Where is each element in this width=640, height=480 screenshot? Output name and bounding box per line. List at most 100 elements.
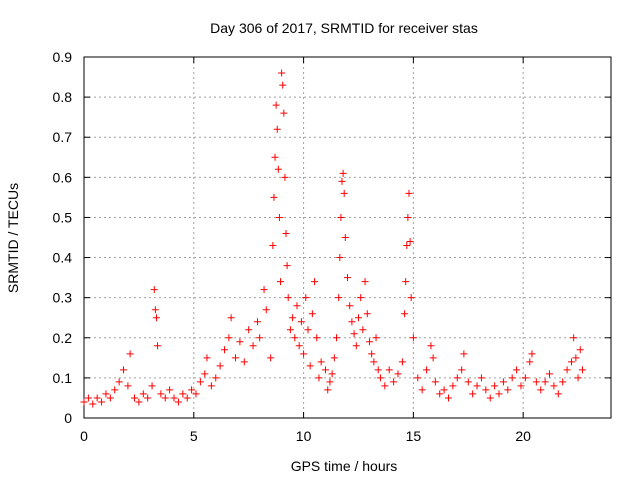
data-point [216,362,224,370]
data-point [357,294,365,302]
data-point [135,398,143,406]
data-point [152,314,160,322]
data-point [326,378,334,386]
data-point [403,242,411,250]
data-point [338,177,346,185]
data-point [293,302,301,310]
data-point [546,370,554,378]
data-point [445,394,453,402]
data-point [333,334,341,342]
data-point [537,386,545,394]
data-point [225,334,233,342]
y-tick-label: 0.8 [53,89,73,105]
data-point [317,358,325,366]
data-point [93,394,101,402]
data-point [324,386,332,394]
data-point [284,294,292,302]
data-point [381,382,389,390]
data-point [124,382,132,390]
data-point [374,366,382,374]
data-point [283,262,291,270]
data-point [414,374,422,382]
data-point [277,278,285,286]
data-point [473,382,481,390]
data-point [431,378,439,386]
data-point [368,350,376,358]
data-point [359,326,367,334]
plot-frame [83,56,612,419]
data-point [297,318,305,326]
data-point [401,310,409,318]
y-tick-label: 0.4 [53,250,73,266]
data-point [89,400,97,408]
y-tick-label: 0.5 [53,209,73,225]
y-tick-label: 0.7 [53,129,73,145]
data-point [495,390,503,398]
data-point [340,189,348,197]
y-tick-label: 0 [64,410,72,426]
data-point [279,81,287,89]
data-point [354,314,362,322]
data-point [453,374,461,382]
data-point [464,378,472,386]
data-point [469,390,477,398]
data-point [370,358,378,366]
data-point [227,314,235,322]
data-point [440,386,448,394]
y-tick-label: 0.6 [53,169,73,185]
data-point [499,378,507,386]
y-axis-label: SRMTID / TECUs [5,183,21,293]
data-point [372,334,380,342]
data-point [350,330,358,338]
data-point [281,173,289,181]
data-point [269,242,277,250]
data-point [486,394,494,402]
data-point [458,366,466,374]
data-point [423,366,431,374]
data-point [295,342,303,350]
data-point [418,386,426,394]
data-point [390,378,398,386]
data-point [154,342,162,350]
data-point [328,370,336,378]
grid [84,57,611,418]
x-tick-label: 15 [406,428,422,444]
data-point [554,390,562,398]
data-point [260,286,268,294]
data-point [330,354,338,362]
data-point [273,125,281,133]
data-point [98,398,106,406]
data-point [348,318,356,326]
data-point [532,378,540,386]
data-point [550,382,558,390]
x-axis-label: GPS time / hours [291,458,398,474]
data-point [304,326,312,334]
data-point [240,358,248,366]
data-point [275,213,283,221]
chart-title: Day 306 of 2017, SRMTID for receiver sta… [210,20,478,36]
data-point [115,378,123,386]
data-point [80,398,88,406]
x-tick-label: 20 [515,428,531,444]
data-point [148,382,156,390]
data-point [341,234,349,241]
data-point [280,109,288,117]
data-point [409,334,417,342]
data-point [365,338,373,346]
data-point [302,294,310,302]
data-point [570,334,578,342]
data-point [306,362,314,370]
data-point [404,213,412,221]
data-point [157,390,165,398]
data-point [521,374,529,382]
data-point [106,394,114,402]
data-point [212,374,220,382]
data-point [394,370,402,378]
data-point [517,382,525,390]
data-point [102,390,110,398]
y-tick-label: 0.2 [53,330,73,346]
data-point [300,350,308,358]
data-point [429,354,437,362]
data-point [144,394,152,402]
